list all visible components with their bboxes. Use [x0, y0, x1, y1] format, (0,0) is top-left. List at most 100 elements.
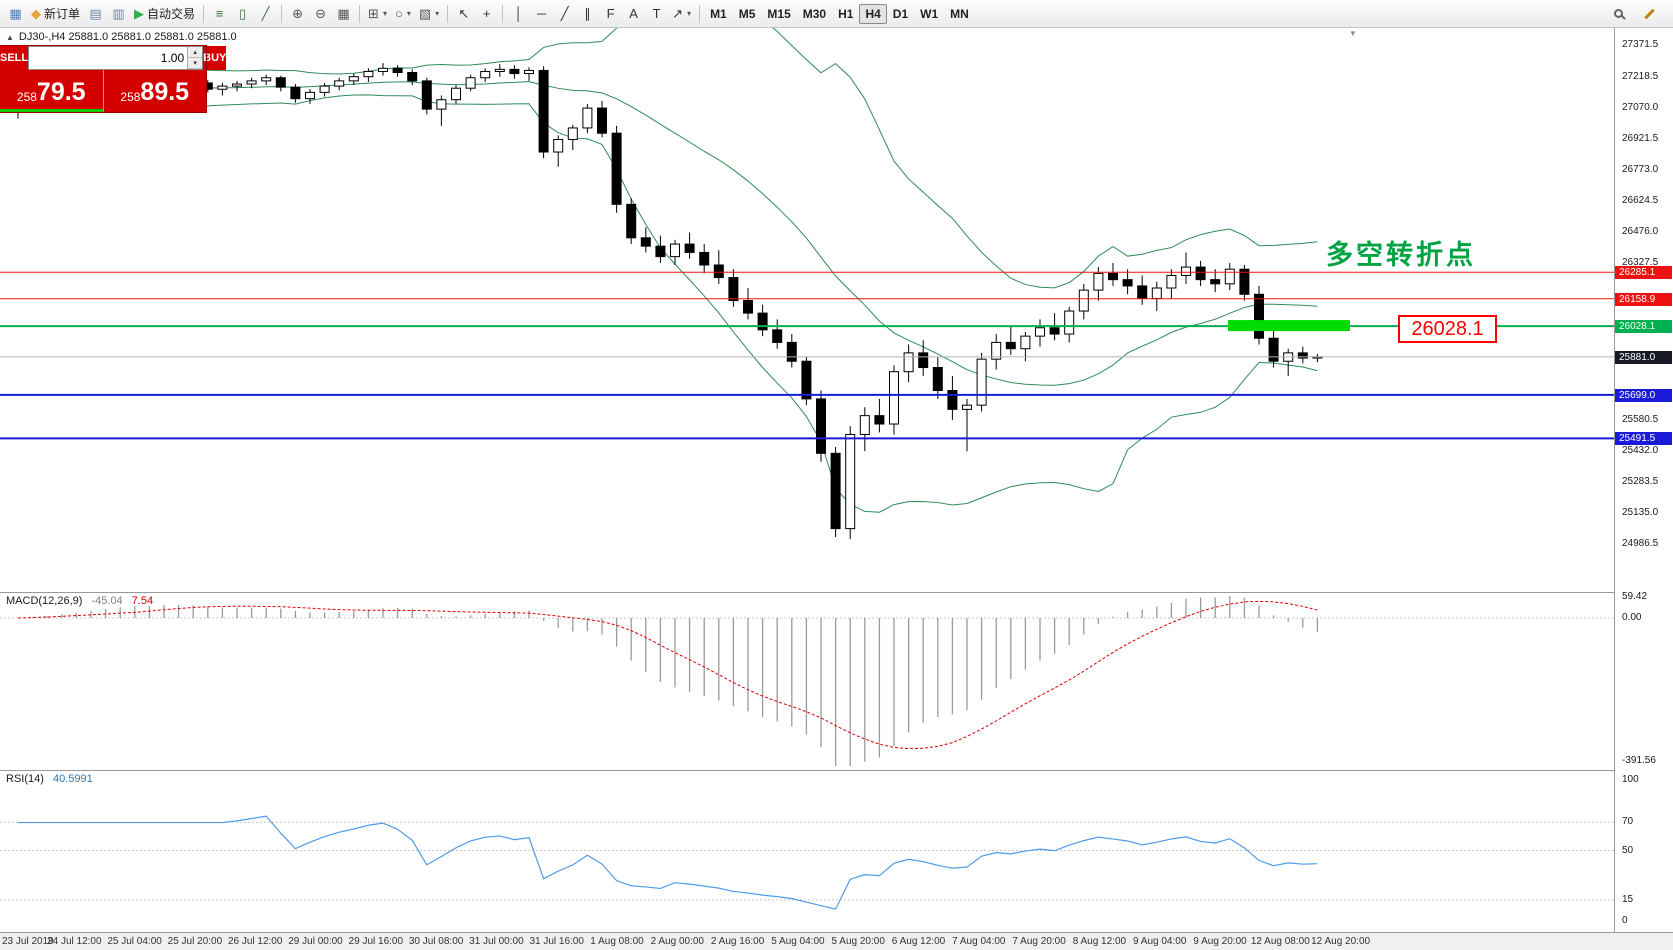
bar-chart-icon[interactable]: ≡ — [208, 3, 231, 25]
price-axis-label: 25432.0 — [1622, 444, 1659, 456]
highlight-zone[interactable] — [1228, 320, 1350, 332]
time-axis-label: 31 Jul 00:00 — [469, 936, 524, 947]
macd-value-main: -45.04 — [91, 595, 123, 607]
price-tag: 26028.1 — [1615, 320, 1672, 334]
buy-price-display[interactable]: 258 89.5 — [104, 70, 207, 112]
price-axis-label: 26327.5 — [1622, 257, 1659, 269]
tf-mn-button-label: MN — [950, 6, 969, 21]
quick-search-icon — [1614, 9, 1623, 18]
terminal-icon[interactable]: ▦ — [4, 3, 27, 25]
tf-h4-button[interactable]: H4 — [859, 3, 887, 24]
zoom-in-icon[interactable]: ⊕ — [286, 3, 309, 25]
sell-button[interactable]: SELL — [0, 46, 29, 70]
label-icon[interactable]: T — [645, 3, 668, 25]
price-callout-label[interactable]: 26028.1 — [1398, 315, 1497, 343]
tf-m15-button[interactable]: M15 — [761, 4, 796, 24]
tf-w1-button[interactable]: W1 — [914, 4, 944, 24]
terminal-icon-glyph: ▦ — [9, 6, 22, 21]
one-click-toggle-icon[interactable]: ▲ — [6, 32, 14, 42]
cursor-icon[interactable]: ↖ — [452, 3, 475, 25]
rsi-panel-separator[interactable] — [0, 770, 1673, 771]
crosshair-icon[interactable]: + — [475, 3, 498, 25]
trade-panel-controls: SELL ▴ ▾ BUY — [0, 46, 227, 70]
zoom-out-icon[interactable]: ⊖ — [309, 3, 332, 25]
new-order-button[interactable]: ◆ 新订单 — [27, 3, 84, 25]
tf-d1-button-label: D1 — [892, 6, 909, 21]
rsi-indicator-title: RSI(14) 40.5991 — [6, 773, 93, 785]
one-click-trading-panel: SELL ▴ ▾ BUY 258 79.5 258 89.5 — [0, 45, 227, 113]
new-chart-icon[interactable]: ⊞ ▾ — [364, 3, 391, 25]
macd-histogram — [31, 596, 1319, 766]
auto-trading-button[interactable]: ▶ 自动交易 — [130, 3, 199, 25]
tf-m5-button[interactable]: M5 — [733, 4, 762, 24]
dropdown-caret-icon: ▾ — [687, 9, 692, 18]
time-axis-label: 12 Aug 20:00 — [1311, 936, 1371, 947]
price-tag: 25491.5 — [1615, 432, 1672, 446]
toolbar-right-group — [1607, 3, 1669, 25]
navigator-icon[interactable]: ▥ — [107, 3, 130, 25]
time-axis[interactable]: 23 Jul 2019 24 Jul 12:00 25 Jul 04:00 25 Ju… — [0, 932, 1673, 950]
time-axis-label: 9 Aug 20:00 — [1193, 936, 1247, 947]
chart-shift-marker[interactable]: ▼ — [1349, 29, 1357, 38]
fibonacci-icon[interactable]: F — [599, 3, 622, 25]
time-axis-label: 2 Aug 00:00 — [650, 936, 704, 947]
buy-button[interactable]: BUY — [203, 46, 227, 70]
volume-up-button[interactable]: ▴ — [188, 47, 203, 58]
time-axis-label: 1 Aug 08:00 — [590, 936, 644, 947]
tf-w1-button-label: W1 — [920, 6, 939, 21]
rsi-value: 40.5991 — [52, 773, 93, 785]
profiles-icon[interactable]: ○ ▾ — [391, 3, 415, 25]
quick-search-icon[interactable] — [1607, 3, 1630, 25]
line-chart-icon[interactable]: ╱ — [254, 3, 277, 25]
arrows-icon-glyph: ↗ — [672, 6, 684, 21]
tf-d1-button[interactable]: D1 — [887, 4, 914, 24]
time-axis-label: 7 Aug 04:00 — [952, 936, 1006, 947]
price-axis[interactable]: 27371.5 27218.5 27070.0 26921.5 26773.0 26624… — [1615, 28, 1673, 932]
macd-indicator-title: MACD(12,26,9) -45.04 7.54 — [6, 595, 153, 607]
time-axis-label: 29 Jul 16:00 — [348, 936, 404, 947]
compose-icon[interactable] — [1638, 3, 1661, 25]
tf-h4-button-label: H4 — [865, 6, 881, 21]
tf-m30-button[interactable]: M30 — [797, 4, 832, 24]
candlestick-chart-icon-glyph: ▯ — [238, 6, 247, 21]
time-axis-label: 25 Jul 04:00 — [107, 936, 162, 947]
channel-icon[interactable]: ∥ — [576, 3, 599, 25]
templates-icon[interactable]: ▧ ▾ — [415, 3, 443, 25]
macd-panel-separator[interactable] — [0, 592, 1673, 593]
spread-bar — [0, 109, 103, 112]
market-watch-icon[interactable]: ▤ — [84, 3, 107, 25]
tf-m1-button[interactable]: M1 — [704, 4, 733, 24]
tile-windows-icon[interactable]: ▦ — [332, 3, 355, 25]
dropdown-caret-icon: ▾ — [406, 9, 411, 18]
volume-down-button[interactable]: ▾ — [188, 58, 203, 69]
sell-price-display[interactable]: 258 79.5 — [0, 70, 103, 112]
time-axis-label: 6 Aug 12:00 — [891, 936, 946, 947]
tf-m5-button-label: M5 — [738, 6, 756, 21]
text-icon-glyph: A — [629, 6, 638, 21]
candlestick-chart-icon[interactable]: ▯ — [231, 3, 254, 25]
text-icon[interactable]: A — [622, 3, 645, 25]
volume-spinner: ▴ ▾ — [187, 47, 203, 69]
horizontal-line-icon[interactable]: ─ — [530, 3, 553, 25]
time-axis-label: 7 Aug 20:00 — [1012, 936, 1066, 947]
arrows-icon[interactable]: ↗ ▾ — [668, 3, 695, 25]
tf-m1-button-label: M1 — [710, 6, 727, 21]
new-chart-icon-glyph: ⊞ — [368, 6, 379, 21]
toolbar-separator — [699, 4, 701, 23]
trendline-icon-glyph: ╱ — [560, 6, 569, 21]
bollinger-bands — [17, 0, 1318, 513]
volume-input[interactable] — [29, 47, 188, 69]
tf-h1-button[interactable]: H1 — [832, 4, 859, 24]
macd-scale-label: 0.00 — [1622, 612, 1642, 623]
new-order-button-label: 新订单 — [44, 7, 81, 21]
tf-mn-button[interactable]: MN — [944, 4, 975, 24]
time-axis-label: 24 Jul 12:00 — [47, 936, 102, 947]
vertical-line-icon[interactable]: │ — [507, 3, 530, 25]
vertical-line-icon-glyph: │ — [514, 6, 523, 21]
price-axis-label: 27371.5 — [1622, 39, 1659, 50]
tf-m30-button-label: M30 — [802, 6, 827, 21]
time-axis-label: 8 Aug 12:00 — [1072, 936, 1127, 947]
trendline-icon[interactable]: ╱ — [553, 3, 576, 25]
